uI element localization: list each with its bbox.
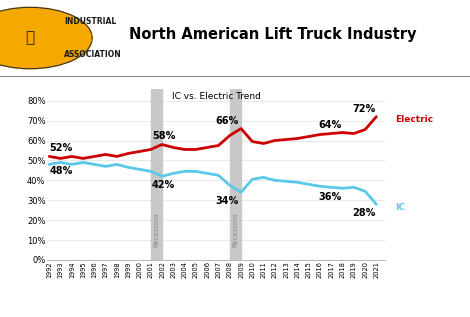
Text: 72%: 72%: [352, 104, 375, 113]
Text: 42%: 42%: [152, 180, 175, 190]
Text: Recession: Recession: [232, 212, 238, 247]
Text: Recession: Recession: [153, 212, 159, 247]
Bar: [230, 89, 241, 260]
Text: ASSOCIATION: ASSOCIATION: [64, 50, 122, 59]
Text: 64%: 64%: [318, 120, 341, 130]
Text: 36%: 36%: [318, 192, 341, 202]
Text: 66%: 66%: [216, 116, 239, 126]
Text: 52%: 52%: [49, 144, 72, 153]
Circle shape: [0, 7, 92, 69]
Text: North American Lift Truck Industry: North American Lift Truck Industry: [129, 27, 416, 42]
Text: INDUSTRIAL: INDUSTRIAL: [64, 17, 116, 26]
Text: 34%: 34%: [216, 196, 239, 206]
Text: Electric: Electric: [395, 115, 433, 124]
Text: 🏗: 🏗: [25, 30, 35, 46]
Text: 48%: 48%: [49, 166, 73, 176]
Bar: [151, 89, 162, 260]
Text: 28%: 28%: [352, 208, 375, 218]
Text: TRUCK: TRUCK: [64, 34, 93, 42]
Text: IC: IC: [395, 203, 405, 212]
Text: 58%: 58%: [152, 131, 175, 140]
Text: IC vs. Electric Trend: IC vs. Electric Trend: [172, 92, 261, 101]
